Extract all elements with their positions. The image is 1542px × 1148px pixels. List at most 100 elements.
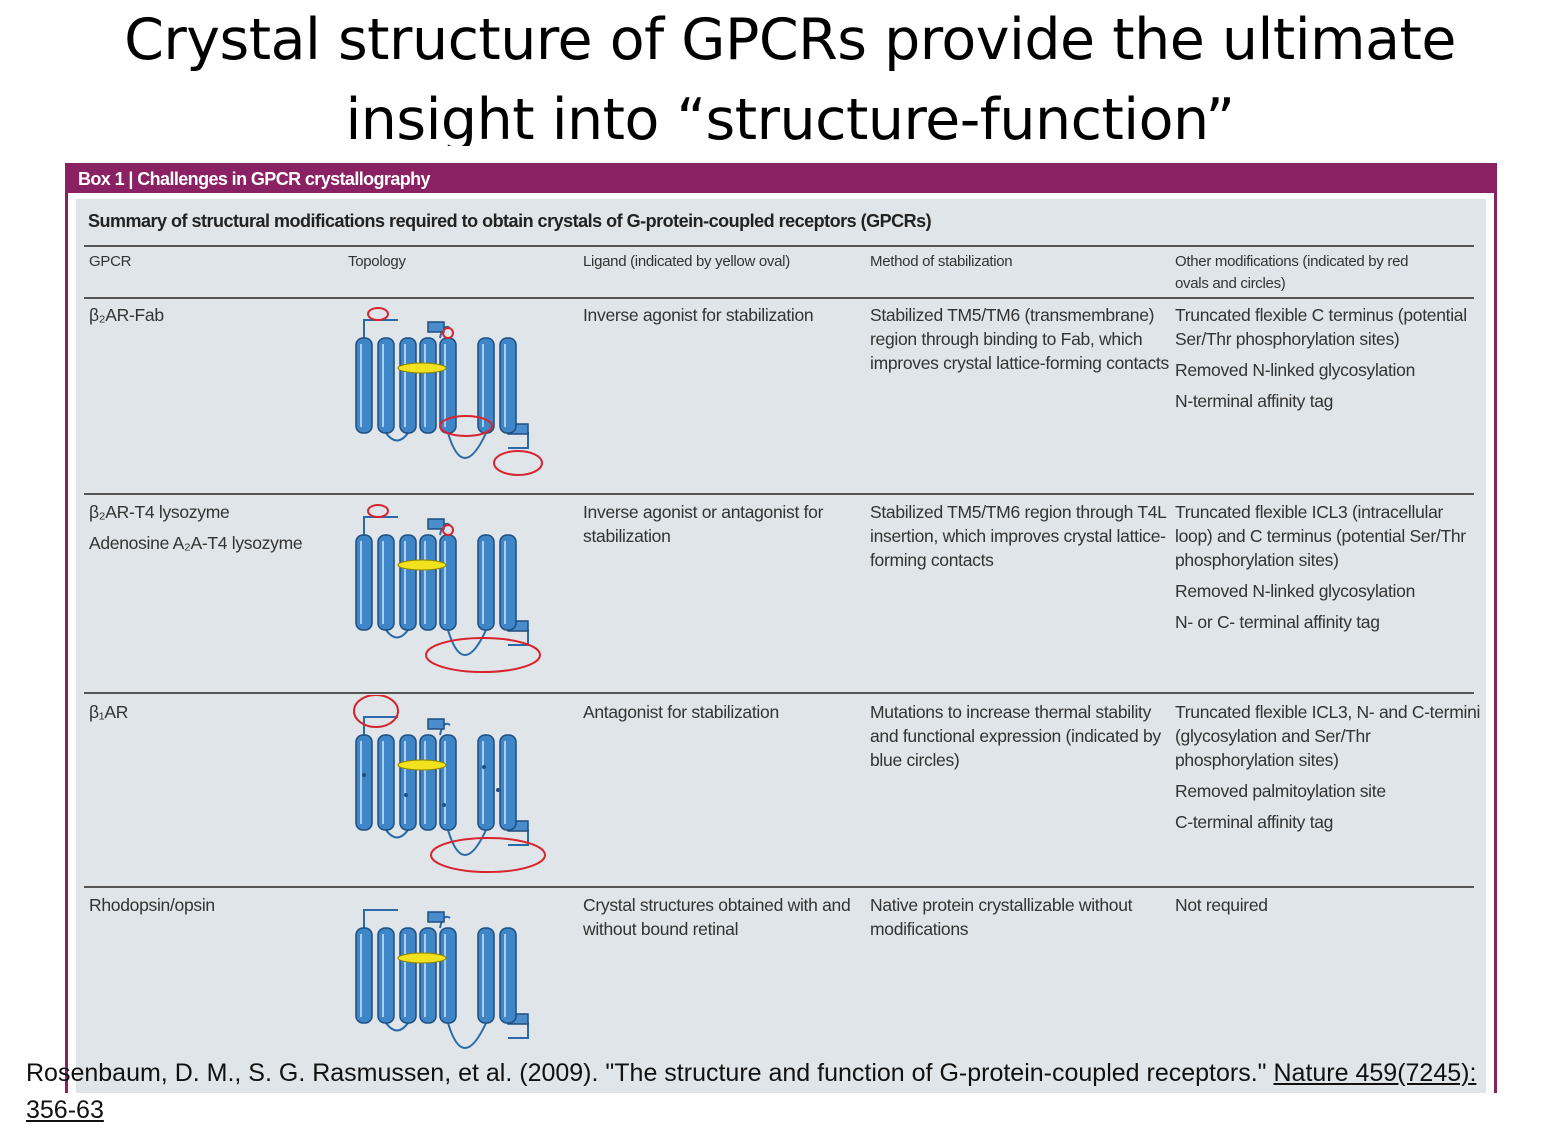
diagram-shape: [363, 909, 398, 928]
modification-oval: [430, 837, 546, 873]
table-cell: Antagonist for stabilization: [583, 700, 863, 731]
cell-text: Not required: [1175, 895, 1268, 915]
table-rule: [84, 886, 1474, 888]
cell-text: Stabilized TM5/TM6 region through T4L in…: [870, 502, 1166, 570]
diagram-shape: [427, 718, 445, 730]
table-panel: Summary of structural modifications requ…: [76, 199, 1486, 1093]
cell-text: Truncated flexible ICL3, N- and C-termin…: [1175, 702, 1481, 770]
topology-diagram: [355, 909, 529, 1049]
mutation-dot: [482, 765, 486, 769]
ligand-oval: [397, 952, 447, 964]
table-cell: Inverse agonist or antagonist for stabil…: [583, 500, 863, 555]
cell-text: Inverse agonist or antagonist for stabil…: [583, 502, 824, 546]
helix: [399, 927, 417, 1024]
table-cell: Truncated flexible C terminus (potential…: [1175, 303, 1485, 420]
topology-diagram: [355, 504, 541, 673]
table-cell: Mutations to increase thermal stability …: [870, 700, 1170, 779]
helix: [477, 534, 495, 631]
ligand-oval: [397, 759, 447, 771]
helix: [419, 534, 437, 631]
cell-text: Removed palmitoylation site: [1175, 781, 1386, 801]
diagram-shape: [363, 319, 398, 338]
topology-diagram: [355, 307, 543, 476]
helix: [377, 927, 395, 1024]
cell-text: Removed N-linked glycosylation: [1175, 360, 1415, 380]
table-cell: β₁AR: [89, 700, 339, 731]
diagram-shape: [363, 516, 398, 535]
diagram-shape: [447, 432, 487, 459]
table-rule: [84, 493, 1474, 495]
table-rule: [84, 692, 1474, 694]
helix: [499, 927, 517, 1024]
helix: [355, 927, 373, 1024]
helix: [499, 534, 517, 631]
table-cell: Rhodopsin/opsin: [89, 893, 339, 924]
helix: [419, 337, 437, 434]
helix: [477, 927, 495, 1024]
cell-text: Rhodopsin/opsin: [89, 895, 215, 915]
helix: [477, 734, 495, 831]
table-caption: Summary of structural modifications requ…: [88, 211, 932, 231]
cell-text: N- or C- terminal affinity tag: [1175, 612, 1380, 632]
modification-oval: [353, 695, 399, 728]
diagram-shape: [447, 1022, 487, 1049]
helix: [419, 734, 437, 831]
ligand-oval: [397, 362, 447, 374]
cell-text: Mutations to increase thermal stability …: [870, 702, 1161, 770]
diagram-shape: [427, 518, 445, 530]
column-header: Other modifications (indicated by red ov…: [1175, 253, 1409, 292]
diagram-shape: [427, 911, 445, 923]
diagram-shape: [385, 1022, 409, 1032]
column-header: GPCR: [89, 253, 132, 270]
helix: [355, 337, 373, 434]
modification-oval: [442, 524, 454, 536]
helix: [377, 734, 395, 831]
table-cell: Native protein crystallizable without mo…: [870, 893, 1170, 948]
diagram-shape: [427, 321, 445, 333]
cell-text: Adenosine A₂A-T4 lysozyme: [89, 533, 303, 553]
helix: [377, 337, 395, 434]
table-cell: Stabilized TM5/TM6 (transmembrane) regio…: [870, 303, 1170, 382]
modification-oval: [367, 504, 389, 518]
modification-oval: [425, 637, 541, 673]
diagram-shape: [447, 629, 487, 656]
helix: [399, 534, 417, 631]
diagram-shape: [385, 629, 409, 639]
table-cell: Crystal structures obtained with and wit…: [583, 893, 863, 948]
cell-text: Inverse agonist for stabilization: [583, 305, 814, 325]
cell-text: Antagonist for stabilization: [583, 702, 779, 722]
table-cell: β₂AR-T4 lysozyme Adenosine A₂A-T4 lysozym…: [89, 500, 339, 562]
cell-text: Truncated flexible C terminus (potential…: [1175, 305, 1467, 349]
diagram-shape: [385, 829, 409, 839]
helix: [399, 734, 417, 831]
figure-box: Box 1 | Challenges in GPCR crystallograp…: [65, 163, 1497, 1093]
cell-text: C-terminal affinity tag: [1175, 812, 1334, 832]
ligand-oval: [397, 559, 447, 571]
helix: [355, 534, 373, 631]
modification-oval: [439, 415, 493, 437]
cell-text: Native protein crystallizable without mo…: [870, 895, 1133, 939]
table-cell: β₂AR-Fab: [89, 303, 339, 334]
cell-text: Truncated flexible ICL3 (intracellular l…: [1175, 502, 1466, 570]
topology-diagram: [353, 695, 546, 873]
table-cell: Truncated flexible ICL3 (intracellular l…: [1175, 500, 1485, 641]
citation-text: Rosenbaum, D. M., S. G. Rasmussen, et al…: [26, 1059, 1274, 1087]
helix: [439, 927, 457, 1024]
modification-oval: [493, 450, 543, 476]
citation: Rosenbaum, D. M., S. G. Rasmussen, et al…: [26, 1055, 1506, 1129]
column-header: Topology: [348, 253, 406, 270]
helix: [419, 927, 437, 1024]
modification-oval: [442, 327, 454, 339]
column-header: Method of stabilization: [870, 253, 1013, 270]
cell-text: β₂AR-Fab: [89, 305, 164, 325]
mutation-dot: [362, 773, 366, 777]
slide-title: Crystal structure of GPCRs provide the u…: [124, 7, 1456, 146]
citation-source: Nature 459(7245): 356-63: [26, 1059, 1477, 1124]
cell-text: β₁AR: [89, 702, 129, 722]
box-header: Box 1 | Challenges in GPCR crystallograp…: [68, 166, 1494, 193]
helix: [499, 734, 517, 831]
cell-text: Crystal structures obtained with and wit…: [583, 895, 851, 939]
column-header: Ligand (indicated by yellow oval): [583, 253, 790, 270]
mutation-dot: [404, 793, 408, 797]
mutation-dot: [496, 788, 500, 792]
